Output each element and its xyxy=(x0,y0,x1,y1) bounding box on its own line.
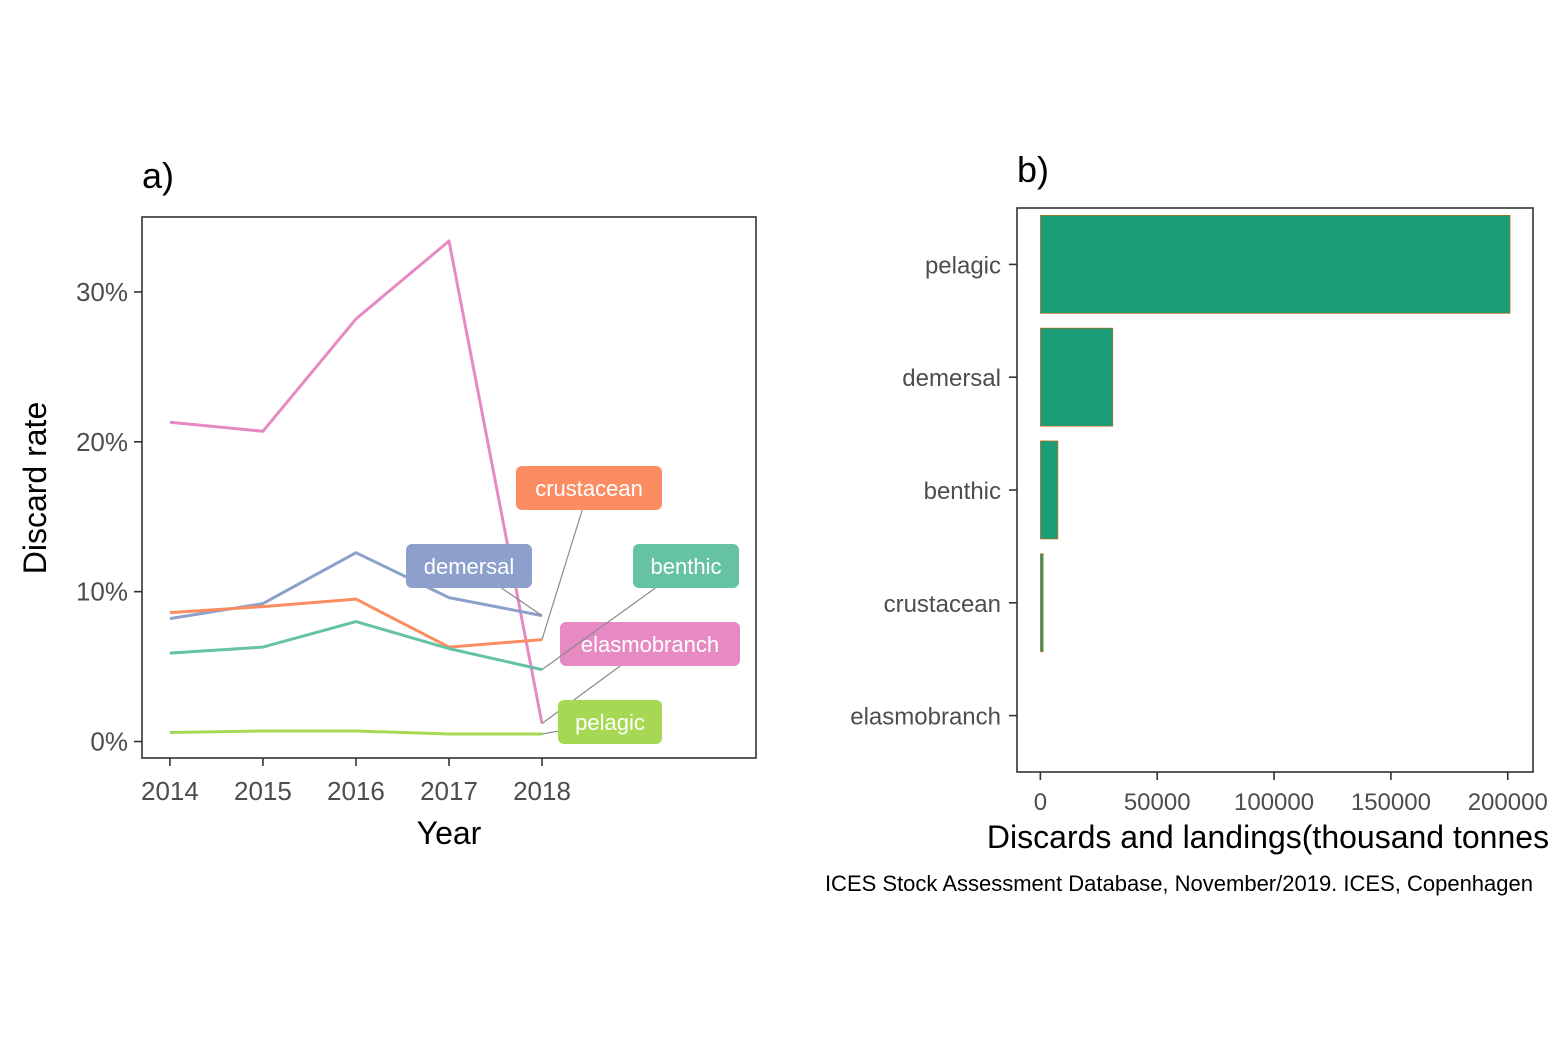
category-label-pelagic: pelagic xyxy=(925,252,1001,279)
label-connector-crustacean xyxy=(541,509,583,640)
panel-b-y-axis: pelagic demersal benthic crustacean elasmobr… xyxy=(850,252,1017,731)
series-label-text-pelagic: pelagic xyxy=(575,710,645,735)
panel-a-title: a) xyxy=(142,155,174,196)
series-label-text-demersal: demersal xyxy=(424,554,514,579)
series-label-text-benthic: benthic xyxy=(651,554,722,579)
panel-b-title: b) xyxy=(1017,149,1049,190)
x-tick-label: 0 xyxy=(1034,789,1047,816)
y-tick-label: 0% xyxy=(90,727,128,757)
category-label-crustacean: crustacean xyxy=(884,591,1001,618)
source-caption: ICES Stock Assessment Database, November… xyxy=(825,871,1533,896)
series-label-box-crustacean xyxy=(516,466,662,510)
series-label-pelagic: pelagic xyxy=(558,700,662,744)
x-tick-label: 100000 xyxy=(1234,789,1314,816)
category-label-benthic: benthic xyxy=(924,478,1001,505)
x-tick-label: 150000 xyxy=(1351,789,1431,816)
bar-crustacean xyxy=(1040,553,1044,653)
series-label-box-benthic xyxy=(633,544,739,588)
panel-a-x-axis-title: Year xyxy=(417,815,482,851)
series-line-crustacean xyxy=(169,597,543,649)
bar-demersal xyxy=(1040,327,1114,427)
series-line-pelagic xyxy=(169,729,542,736)
x-tick-label: 50000 xyxy=(1124,789,1191,816)
y-tick-label: 10% xyxy=(76,577,128,607)
series-label-elasmobranch: elasmobranch xyxy=(560,622,740,666)
panel-b-x-axis: 0 50000 100000 150000 200000 xyxy=(1034,772,1548,816)
series-label-box-elasmobranch xyxy=(560,622,740,666)
panel-a-plot-area: elasmobranch demersal crustacean benthic pel… xyxy=(169,239,740,744)
bar-benthic xyxy=(1040,440,1059,540)
panel-b-plot-area xyxy=(1040,215,1511,653)
x-tick-label: 2014 xyxy=(141,776,199,806)
panel-a: a) elasmobranch demersal crustacean benthic… xyxy=(17,155,757,851)
x-tick-label: 2016 xyxy=(327,776,385,806)
x-tick-label: 200000 xyxy=(1468,789,1548,816)
series-label-text-elasmobranch: elasmobranch xyxy=(581,632,719,657)
series-label-box-pelagic xyxy=(558,700,662,744)
panel-a-y-axis: 0% 10% 20% 30% xyxy=(76,277,142,757)
series-label-demersal: demersal xyxy=(406,544,532,588)
x-tick-label: 2015 xyxy=(234,776,292,806)
label-connector-benthic xyxy=(541,587,656,671)
series-label-benthic: benthic xyxy=(633,544,739,588)
panel-b: b) pelagic demersal benthic crustacean elasm… xyxy=(850,149,1549,855)
series-line-elasmobranch xyxy=(169,239,544,724)
x-tick-label: 2018 xyxy=(513,776,571,806)
panel-a-y-axis-title: Discard rate xyxy=(17,402,53,575)
label-connector-demersal xyxy=(501,587,543,617)
series-label-text-crustacean: crustacean xyxy=(535,476,643,501)
panel-a-border xyxy=(141,216,757,759)
label-connector-elasmobranch xyxy=(541,665,621,724)
panel-b-x-axis-title: Discards and landings(thousand tonnes xyxy=(987,819,1549,855)
y-tick-label: 20% xyxy=(76,427,128,457)
series-line-benthic xyxy=(169,620,543,672)
series-label-crustacean: crustacean xyxy=(516,466,662,510)
category-label-demersal: demersal xyxy=(902,365,1001,392)
panel-a-x-axis: 2014 2015 2016 2017 2018 xyxy=(141,758,571,806)
y-tick-label: 30% xyxy=(76,277,128,307)
label-connector-pelagic xyxy=(541,730,559,735)
series-label-box-demersal xyxy=(406,544,532,588)
bar-pelagic xyxy=(1040,215,1511,314)
category-label-elasmobranch: elasmobranch xyxy=(850,704,1001,731)
x-tick-label: 2017 xyxy=(420,776,478,806)
